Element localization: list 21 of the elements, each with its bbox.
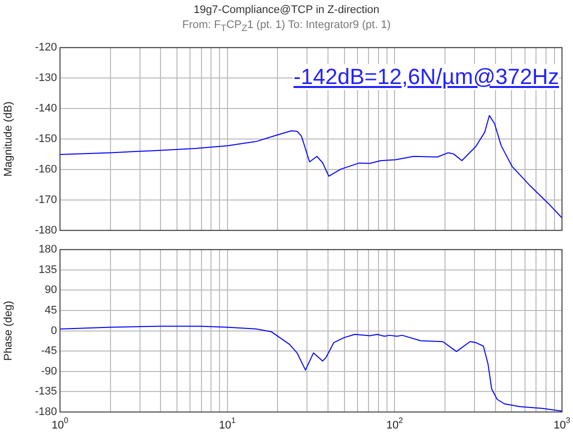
y-tick-label: -120 bbox=[34, 42, 57, 54]
y-tick-label: 0 bbox=[50, 324, 57, 337]
chart-title: 19g7-Compliance@TCP in Z-direction bbox=[192, 4, 380, 16]
y-axis-title: Magnitude (dB) bbox=[2, 101, 15, 177]
y-tick-label: -180 bbox=[34, 224, 57, 236]
y-axis-title: Phase (deg) bbox=[2, 300, 15, 361]
annotation: -142dB=12,6N/µm@372Hz bbox=[293, 64, 559, 90]
y-tick-label: -180 bbox=[34, 406, 57, 418]
y-tick-label: 135 bbox=[38, 264, 57, 276]
chart-subtitle: From: F$_{T}$CP$_{Z}$1 (pt. 1) To: Integrator9 (pt. 1) bbox=[181, 19, 392, 34]
y-tick-label: -160 bbox=[34, 164, 57, 176]
y-tick-label: -45 bbox=[41, 345, 57, 358]
y-tick-label: 45 bbox=[44, 304, 57, 317]
y-tick-label: -135 bbox=[34, 386, 57, 398]
y-tick-label: -170 bbox=[34, 194, 57, 206]
y-tick-label: -140 bbox=[34, 102, 57, 115]
y-tick-label: -90 bbox=[41, 365, 57, 378]
y-tick-label: 90 bbox=[44, 284, 57, 296]
y-tick-label: -150 bbox=[34, 133, 57, 146]
y-tick-label: 180 bbox=[38, 244, 57, 256]
y-tick-label: -130 bbox=[34, 72, 57, 84]
